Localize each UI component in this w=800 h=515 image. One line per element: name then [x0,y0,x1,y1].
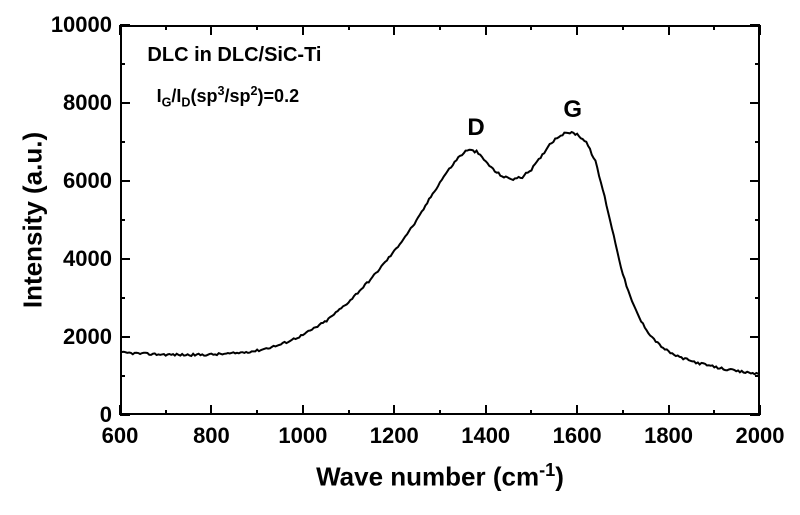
x-tick-major [119,405,121,415]
x-tick-major [668,25,670,35]
x-axis-label: Wave number (cm-1) [316,460,564,493]
x-tick-label: 1400 [461,423,510,449]
y-tick-minor [755,63,760,65]
x-tick-minor [622,410,624,415]
x-tick-label: 600 [102,423,139,449]
x-tick-minor [713,25,715,30]
x-tick-major [119,25,121,35]
x-tick-minor [439,25,441,30]
y-tick-minor [120,375,125,377]
y-tick-minor [120,297,125,299]
ratio-label: IG/ID(sp3/sp2)=0.2 [157,84,300,110]
x-tick-major [759,25,761,35]
x-tick-minor [530,410,532,415]
y-tick-major [120,102,130,104]
y-tick-label: 6000 [63,168,112,194]
x-tick-minor [165,25,167,30]
x-tick-minor [348,25,350,30]
y-axis-label: Intensity (a.u.) [18,132,49,308]
y-tick-major [750,102,760,104]
y-tick-major [750,258,760,260]
x-tick-minor [530,25,532,30]
sample-label: DLC in DLC/SiC-Ti [147,44,321,67]
y-tick-label: 4000 [63,246,112,272]
x-tick-major [668,405,670,415]
figure: Intensity (a.u.) Wave number (cm-1) 0200… [0,0,800,515]
y-tick-label: 10000 [51,12,112,38]
x-tick-minor [256,410,258,415]
x-tick-label: 1200 [370,423,419,449]
x-tick-major [485,405,487,415]
x-tick-label: 2000 [736,423,785,449]
peak-g-label: G [563,96,582,124]
x-tick-label: 1800 [644,423,693,449]
peak-d-label: D [467,114,484,142]
y-tick-major [120,414,130,416]
y-tick-label: 2000 [63,324,112,350]
y-tick-minor [120,219,125,221]
y-tick-minor [755,297,760,299]
x-tick-major [759,405,761,415]
y-tick-label: 8000 [63,90,112,116]
x-tick-label: 1600 [553,423,602,449]
x-tick-major [576,25,578,35]
x-tick-minor [439,410,441,415]
y-tick-minor [755,219,760,221]
y-tick-minor [755,141,760,143]
x-tick-minor [165,410,167,415]
y-tick-major [120,336,130,338]
y-tick-major [750,336,760,338]
x-tick-label: 1000 [278,423,327,449]
y-tick-minor [755,375,760,377]
x-tick-major [576,405,578,415]
x-tick-label: 800 [193,423,230,449]
y-tick-major [120,24,130,26]
y-tick-major [120,180,130,182]
y-tick-major [750,180,760,182]
x-tick-minor [348,410,350,415]
y-tick-major [120,258,130,260]
x-tick-major [485,25,487,35]
y-tick-minor [120,63,125,65]
x-tick-major [210,405,212,415]
x-tick-minor [256,25,258,30]
x-tick-major [210,25,212,35]
x-tick-major [302,405,304,415]
x-tick-minor [622,25,624,30]
x-tick-major [302,25,304,35]
x-tick-minor [713,410,715,415]
x-tick-major [393,25,395,35]
x-tick-major [393,405,395,415]
y-tick-minor [120,141,125,143]
